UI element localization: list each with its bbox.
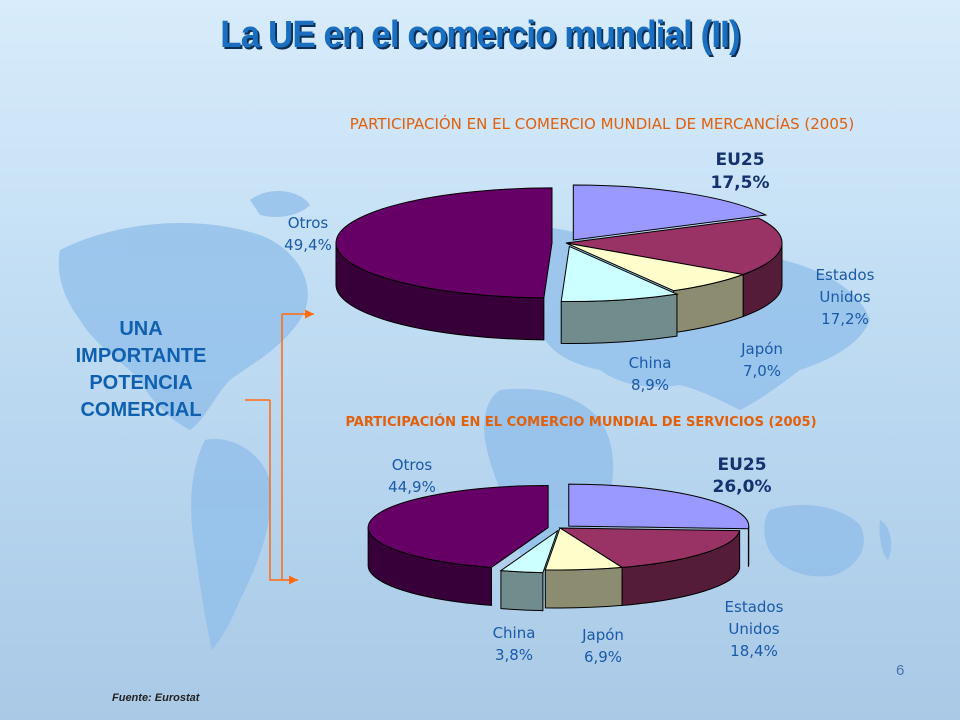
chart-2-pie <box>367 483 750 612</box>
chart-2-value-china: 3,8% <box>495 646 533 664</box>
chart-1-value-japon: 7,0% <box>743 362 781 380</box>
chart-2-value-usa: 18,4% <box>730 642 778 660</box>
chart-2-title: PARTICIPACIÓN EN EL COMERCIO MUNDIAL DE … <box>345 414 816 430</box>
side-callout-line-2: IMPORTANTE <box>75 345 207 367</box>
chart-1-label-eu25: EU25 <box>715 150 764 170</box>
chart-2-slice-japon <box>544 527 624 571</box>
side-callout: UNA IMPORTANTE POTENCIA COMERCIAL <box>56 316 226 424</box>
chart-2-label-china: China <box>493 624 536 642</box>
chart-1-slice-estados-unidos <box>565 217 783 275</box>
chart-1-label-otros: Otros <box>288 214 329 232</box>
side-callout-line-4: COMERCIAL <box>80 399 202 421</box>
chart-2-label-eu25: EU25 <box>717 455 766 475</box>
chart-2-value-otros: 44,9% <box>388 478 436 496</box>
side-callout-line-1: UNA <box>119 318 163 340</box>
chart-2-side-japon <box>544 566 623 609</box>
chart-2-label-usa-1: Estados <box>725 598 784 616</box>
chart-1-value-usa: 17,2% <box>821 310 869 328</box>
chart-1-title: PARTICIPACIÓN EN EL COMERCIO MUNDIAL DE … <box>350 114 855 133</box>
chart-1-pie <box>335 184 783 344</box>
chart-1-label-japon: Japón <box>740 340 783 358</box>
chart-2-value-japon: 6,9% <box>584 648 622 666</box>
chart-1-slice-otros <box>335 187 553 299</box>
page-number: 6 <box>896 662 905 679</box>
chart-1-label-usa-2: Unidos <box>819 288 870 306</box>
chart-2-slice-otros <box>367 485 549 568</box>
chart-2-label-japon: Japón <box>581 626 624 644</box>
chart-1-labels: EU25 17,5% Estados Unidos 17,2% Japón 7,… <box>284 150 874 394</box>
chart-1-value-otros: 49,4% <box>284 236 332 254</box>
connector-bracket <box>245 309 314 585</box>
chart-2-slice-estados-unidos <box>558 527 741 568</box>
chart-1-slice-china <box>560 245 679 302</box>
chart-2-side-china <box>500 570 544 612</box>
chart-1-value-china: 8,9% <box>631 376 669 394</box>
chart-1-slice-eu25 <box>572 184 768 241</box>
chart-1-label-china: China <box>629 354 672 372</box>
chart-2-slice-eu25 <box>568 483 750 530</box>
chart-2-label-otros: Otros <box>392 456 433 474</box>
chart-2-slice-china <box>499 529 559 574</box>
chart-2-value-eu25: 26,0% <box>713 477 772 497</box>
chart-2-label-usa-2: Unidos <box>728 620 779 638</box>
chart-1-label-usa-1: Estados <box>816 266 875 284</box>
chart-1-slice-japon <box>565 242 746 292</box>
chart-1-value-eu25: 17,5% <box>711 173 770 193</box>
slide-title: La UE en el comercio mundial (II) <box>220 14 740 56</box>
side-callout-line-3: POTENCIA <box>89 372 193 394</box>
source-note: Fuente: Eurostat <box>112 692 200 704</box>
chart-2-labels: EU25 26,0% Estados Unidos 18,4% Japón 6,… <box>388 455 783 666</box>
